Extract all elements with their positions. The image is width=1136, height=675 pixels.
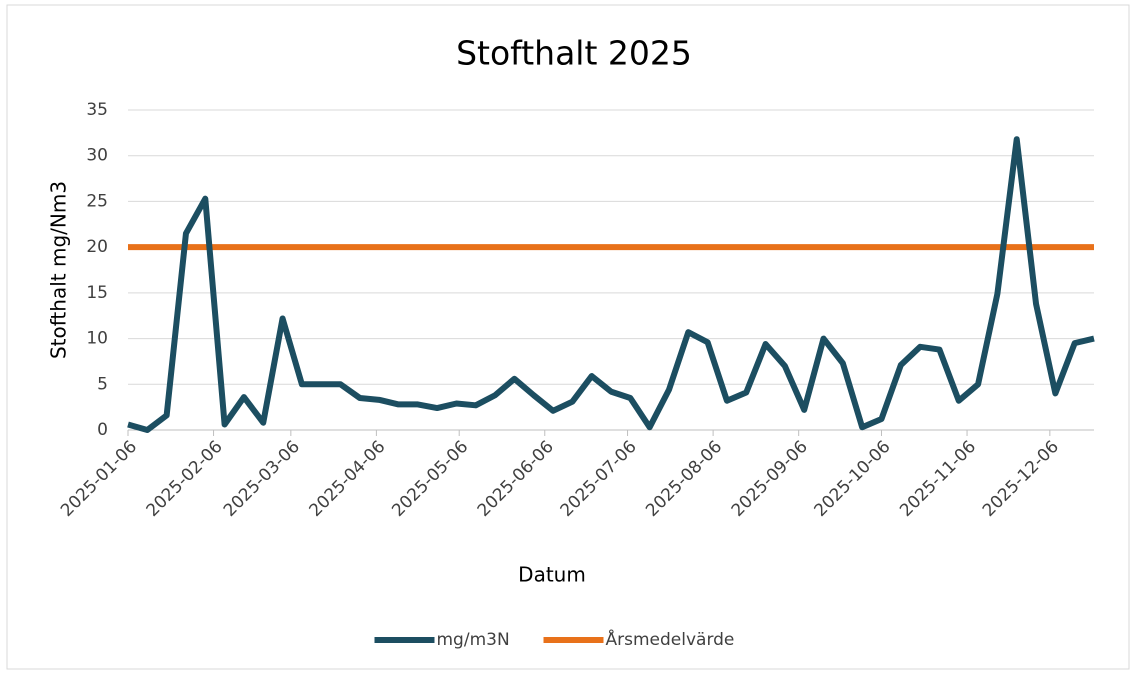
- legend-label: mg/m3N: [437, 630, 510, 650]
- y-tick-label: 20: [86, 237, 108, 257]
- legend-label: Årsmedelvärde: [606, 628, 735, 650]
- y-tick-label: 30: [86, 146, 108, 166]
- y-tick-label: 15: [86, 283, 108, 303]
- chart-frame: [6, 4, 1130, 670]
- y-tick-label: 35: [86, 100, 108, 120]
- x-axis-label: Datum: [518, 563, 586, 587]
- y-axis-label: Stofthalt mg/Nm3: [47, 181, 71, 359]
- chart-title: Stofthalt 2025: [456, 34, 692, 73]
- y-tick-label: 25: [86, 191, 108, 211]
- y-tick-label: 0: [97, 420, 108, 440]
- y-tick-label: 5: [97, 374, 108, 394]
- data-line: [127, 136, 1095, 433]
- y-tick-label: 10: [86, 329, 108, 349]
